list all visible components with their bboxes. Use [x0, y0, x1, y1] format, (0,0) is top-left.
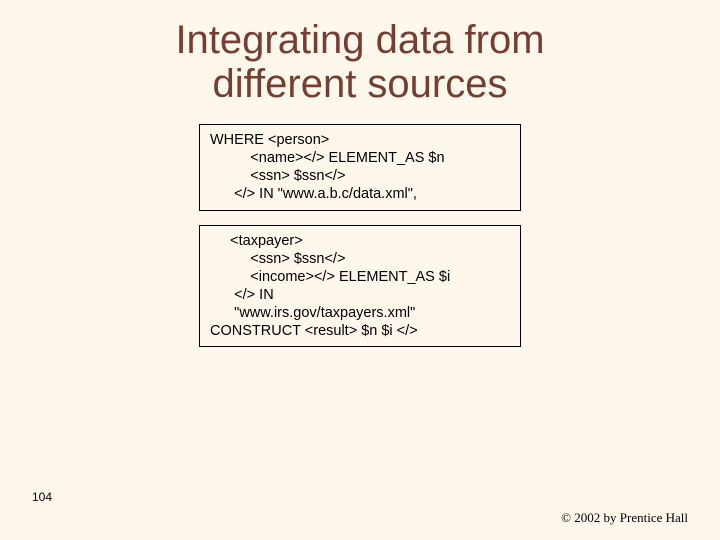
code-line: <income></> ELEMENT_AS $i [210, 269, 450, 285]
title-line-1: Integrating data from [175, 18, 544, 62]
code-line: <name></> ELEMENT_AS $n [210, 150, 445, 166]
slide-title: Integrating data from different sources [0, 0, 720, 106]
title-line-2: different sources [213, 62, 508, 106]
code-box-2: <taxpayer> <ssn> $ssn</> <income></> ELE… [199, 225, 521, 348]
code-line: </> IN "www.a.b.c/data.xml", [210, 186, 417, 202]
code-line: <ssn> $ssn</> [210, 168, 345, 184]
code-boxes-container: WHERE <person> <name></> ELEMENT_AS $n <… [0, 124, 720, 347]
copyright: © 2002 by Prentice Hall [561, 510, 688, 526]
code-line: <taxpayer> [210, 233, 303, 249]
code-box-1: WHERE <person> <name></> ELEMENT_AS $n <… [199, 124, 521, 211]
code-line: WHERE <person> [210, 132, 329, 148]
page-number: 104 [32, 490, 52, 504]
code-line: </> IN [210, 287, 274, 303]
code-line: CONSTRUCT <result> $n $i </> [210, 323, 418, 339]
code-line: <ssn> $ssn</> [210, 251, 345, 267]
code-line: "www.irs.gov/taxpayers.xml" [210, 305, 415, 321]
